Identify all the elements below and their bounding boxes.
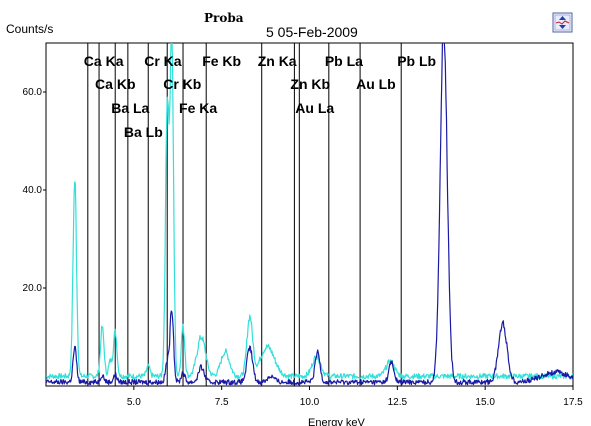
- element-label: Pb La: [325, 53, 363, 69]
- element-label: Au La: [295, 100, 334, 116]
- x-axis-label: Energy keV: [308, 417, 366, 426]
- y-axis-label: Counts/s: [6, 22, 53, 36]
- element-label: Zn Kb: [290, 76, 330, 92]
- x-tick-label: 12.5: [388, 397, 408, 408]
- element-label: Cr Kb: [163, 76, 201, 92]
- x-tick-label: 15.0: [475, 397, 495, 408]
- y-tick-label: 60.0: [23, 87, 43, 98]
- x-tick-label: 10.0: [300, 397, 320, 408]
- y-tick-label: 40.0: [23, 185, 43, 196]
- x-tick-label: 7.5: [215, 397, 229, 408]
- element-marker-lines: [87, 43, 402, 386]
- element-label: Zn Ka: [258, 53, 297, 69]
- x-tick-label: 17.5: [563, 397, 583, 408]
- element-label: Ba La: [111, 100, 149, 116]
- series-line-cyan: [46, 43, 573, 380]
- element-label: Cr Ka: [144, 53, 182, 69]
- element-label: Ca Ka: [84, 53, 124, 69]
- chart-subtitle: 5 05-Feb-2009: [266, 24, 358, 40]
- y-tick-label: 20.0: [23, 283, 43, 294]
- x-tick-label: 5.0: [127, 397, 141, 408]
- plot-frame: [45, 42, 574, 387]
- element-label: Pb Lb: [397, 53, 436, 69]
- chart-title: Proba: [204, 11, 244, 25]
- element-label: Fe Kb: [202, 53, 241, 69]
- series-line-blue: [46, 43, 573, 386]
- element-label: Fe Ka: [179, 100, 217, 116]
- zoom-scale-icon[interactable]: [552, 12, 573, 33]
- series-lines: [46, 43, 573, 386]
- element-label: Ba Lb: [124, 124, 163, 140]
- axes: 5.0 7.5 10.0 12.5 15.0 17.5 20.0 40.0 60.0: [23, 42, 583, 408]
- element-marker-labels: Ca Ka Ca Kb Ba La Ba Lb Cr Ka Cr Kb Fe Ka Fe Kb…: [84, 53, 436, 140]
- element-label: Ca Kb: [95, 76, 135, 92]
- element-label: Au Lb: [356, 76, 396, 92]
